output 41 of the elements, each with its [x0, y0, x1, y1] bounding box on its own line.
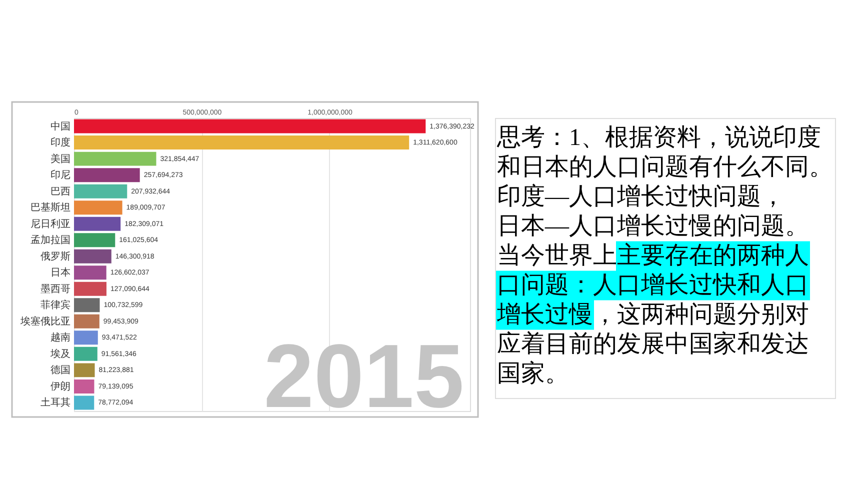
y-tick-label: 尼日利亚: [30, 218, 70, 230]
bar: [74, 346, 98, 361]
text: 思考：1、根据资料，说说印度和日本的人口问题有什么不同。: [496, 124, 833, 180]
text: 印度—人口增长过快问题，: [497, 183, 785, 210]
y-tick-label: 菲律宾: [40, 299, 70, 312]
y-tick-label: 越南: [50, 332, 70, 344]
bar: [74, 136, 410, 150]
bar: [74, 330, 98, 345]
y-tick-label: 墨西哥: [40, 284, 70, 295]
bar: [74, 298, 100, 312]
y-tick-label: 孟加拉国: [30, 234, 70, 246]
y-tick-label: 中国: [50, 120, 70, 132]
y-tick-label: 巴西: [50, 186, 70, 198]
text: 日本—人口增长过慢的问题。: [497, 214, 809, 240]
bar: [74, 379, 94, 394]
y-tick-label: 埃及: [50, 348, 70, 360]
y-tick-label: 印度: [50, 136, 70, 149]
y-tick-label: 美国: [50, 152, 70, 165]
bar: [74, 200, 122, 215]
y-tick-label: 土耳其: [40, 396, 70, 409]
bar: [74, 184, 128, 198]
y-tick-label: 日本: [50, 266, 70, 279]
bar: [74, 233, 116, 248]
bar: [74, 119, 426, 134]
annotation: 2015: [264, 327, 464, 427]
bar: [74, 282, 106, 296]
bar: [74, 152, 156, 166]
y-tick-label: 印尼: [50, 169, 70, 182]
bar: [74, 216, 121, 231]
bar: [74, 266, 106, 280]
y-tick-label: 俄罗斯: [40, 250, 70, 262]
y-tick-label: 埃塞俄比亚: [20, 315, 70, 328]
bar: [74, 249, 112, 264]
bar: [74, 363, 95, 378]
y-tick-label: 德国: [50, 365, 70, 376]
y-tick-label: 伊朗: [50, 380, 70, 392]
bar: [74, 396, 94, 410]
bar: [74, 314, 100, 328]
bar: [74, 168, 140, 182]
text: 当今世界上主要存在的两种人口问题：人口增长过快和人口增长过慢，这两种问题分别对应着目前的发展中国家和发达国家。: [496, 242, 809, 387]
y-tick-label: 巴基斯坦: [30, 202, 70, 214]
